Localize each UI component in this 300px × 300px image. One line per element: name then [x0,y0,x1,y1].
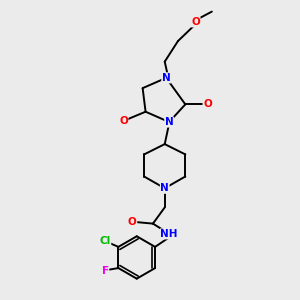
Text: O: O [128,217,137,227]
Text: O: O [191,17,200,27]
Text: F: F [102,266,109,276]
Text: N: N [165,117,173,127]
Text: O: O [119,116,128,126]
Text: N: N [160,183,169,193]
Text: O: O [203,99,212,110]
Text: Cl: Cl [100,236,111,246]
Text: NH: NH [160,229,178,239]
Text: N: N [162,73,171,83]
